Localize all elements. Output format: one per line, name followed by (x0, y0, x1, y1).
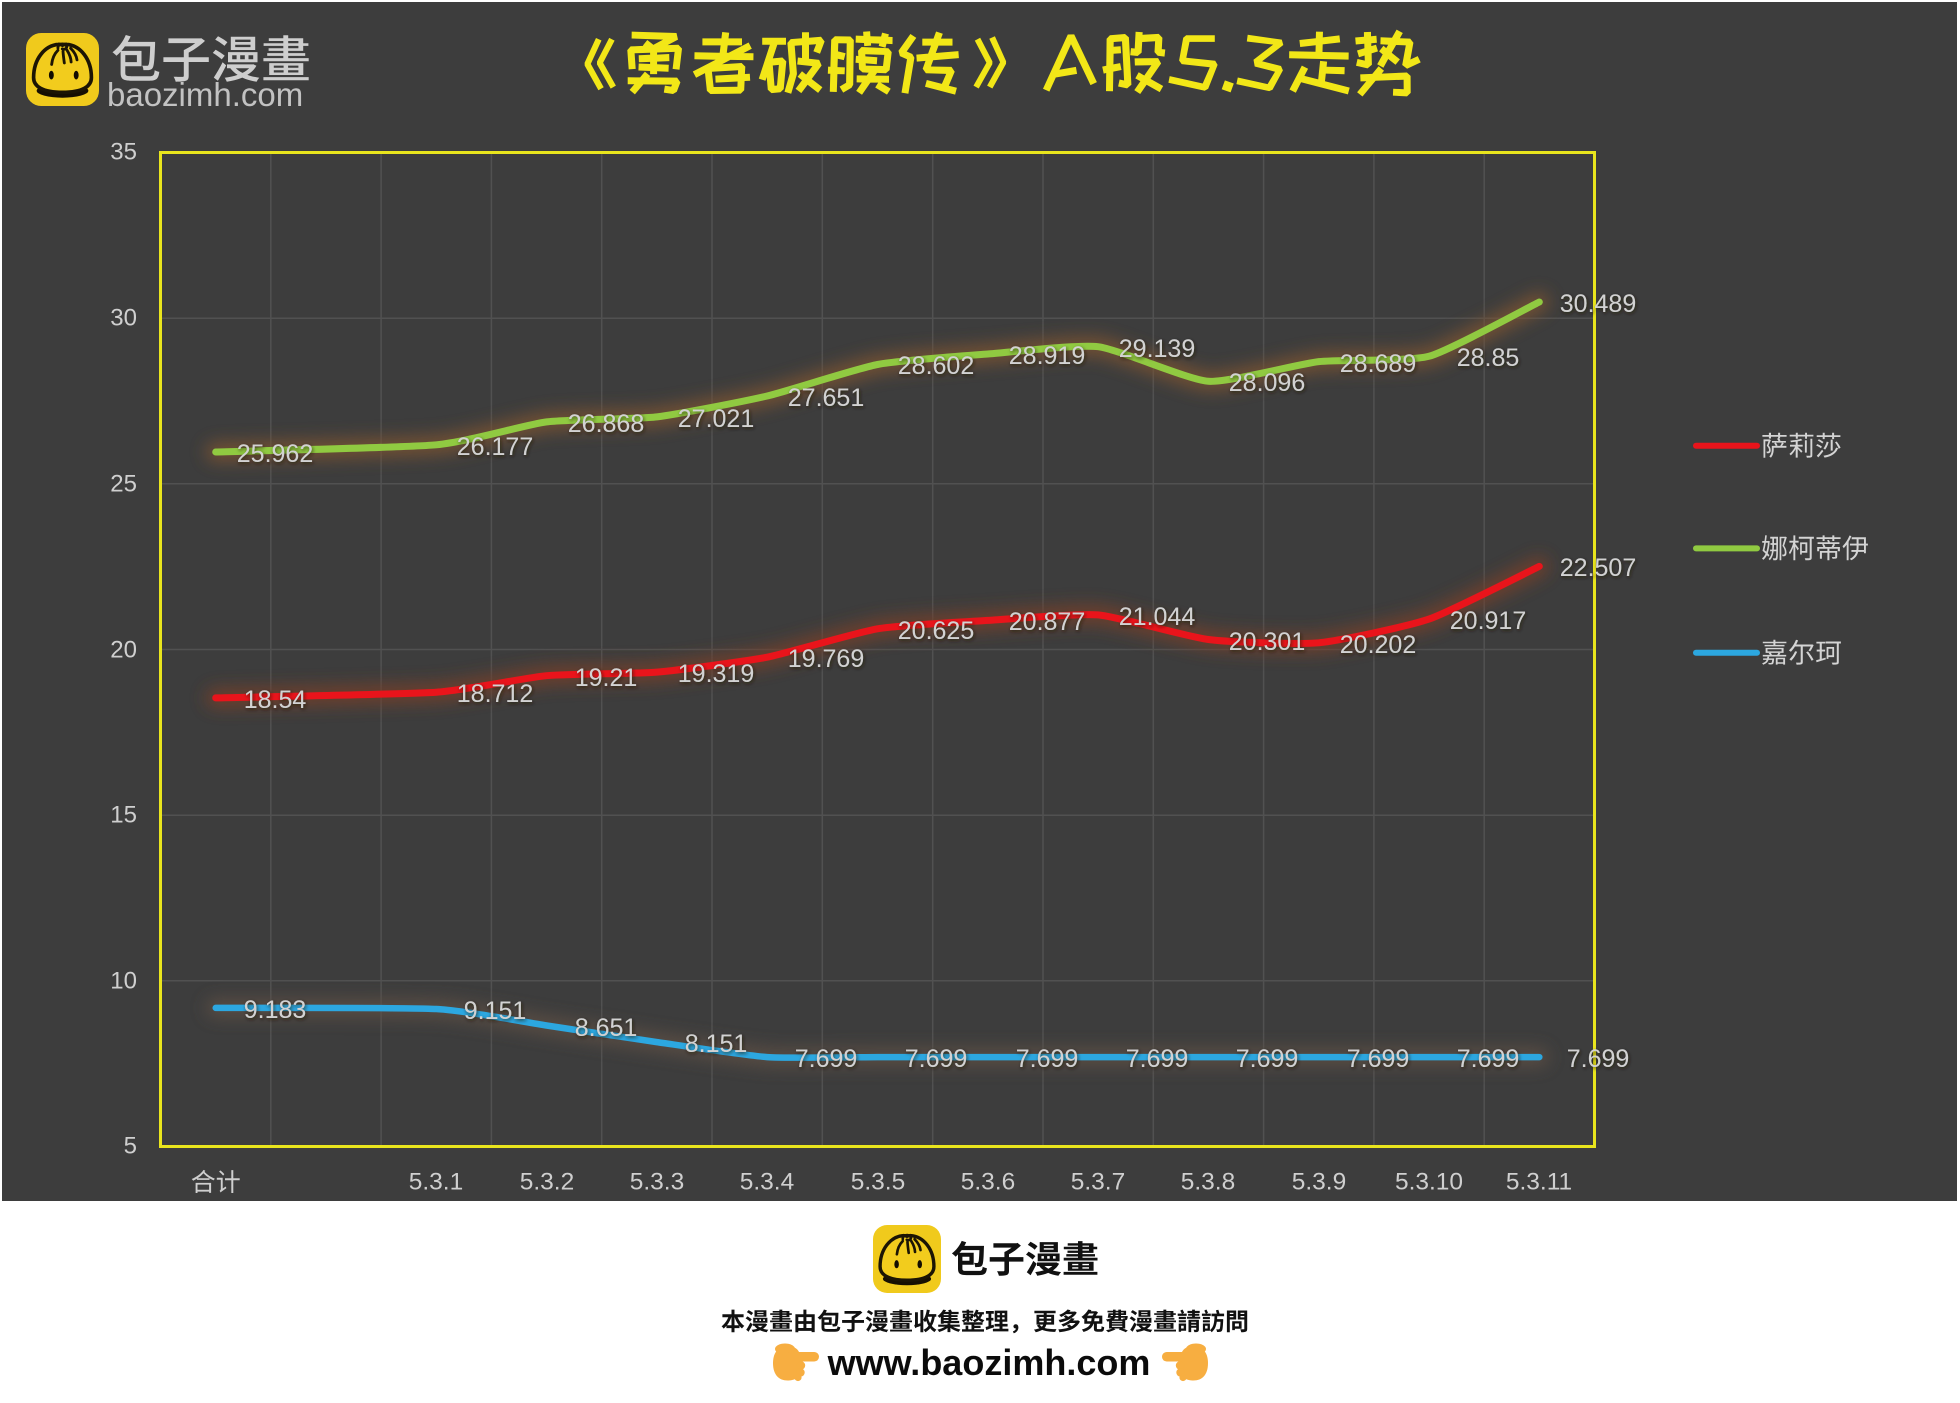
svg-text:30.489: 30.489 (1560, 290, 1636, 318)
svg-text:5.3.5: 5.3.5 (851, 1169, 906, 1196)
svg-text:20.917: 20.917 (1450, 607, 1526, 635)
svg-text:20: 20 (110, 637, 137, 664)
svg-text:25.962: 25.962 (237, 440, 313, 468)
svg-text:7.699: 7.699 (1126, 1045, 1189, 1073)
svg-text:9.183: 9.183 (244, 996, 307, 1024)
svg-text:5.3.3: 5.3.3 (630, 1169, 685, 1196)
svg-text:5.3.7: 5.3.7 (1071, 1169, 1126, 1196)
svg-text:5.3.9: 5.3.9 (1292, 1169, 1347, 1196)
svg-text:19.21: 19.21 (575, 664, 638, 692)
svg-text:5.3.8: 5.3.8 (1181, 1169, 1236, 1196)
svg-text:18.54: 18.54 (244, 686, 307, 714)
svg-text:28.85: 28.85 (1457, 344, 1520, 372)
svg-text:26.177: 26.177 (457, 433, 533, 461)
svg-text:5.3.11: 5.3.11 (1506, 1169, 1572, 1196)
svg-text:19.319: 19.319 (678, 660, 754, 688)
svg-text:20.625: 20.625 (898, 617, 974, 645)
svg-text:35: 35 (110, 139, 137, 166)
svg-text:5.3.4: 5.3.4 (740, 1169, 795, 1196)
svg-text:20.202: 20.202 (1340, 631, 1416, 659)
svg-text:7.699: 7.699 (795, 1045, 858, 1073)
svg-text:28.919: 28.919 (1009, 342, 1085, 370)
svg-text:5.3.1: 5.3.1 (409, 1169, 464, 1196)
svg-text:10: 10 (110, 968, 137, 995)
svg-text:7.699: 7.699 (1347, 1045, 1410, 1073)
svg-text:26.868: 26.868 (568, 410, 644, 438)
svg-text:7.699: 7.699 (905, 1045, 968, 1073)
svg-text:29.139: 29.139 (1119, 335, 1195, 363)
svg-text:27.021: 27.021 (678, 405, 754, 433)
svg-text:5: 5 (124, 1133, 137, 1160)
svg-text:5.3.6: 5.3.6 (961, 1169, 1016, 1196)
svg-text:7.699: 7.699 (1236, 1045, 1299, 1073)
svg-text:7.699: 7.699 (1567, 1045, 1630, 1073)
svg-text:30: 30 (110, 305, 137, 332)
svg-text:www.baozimh.com: www.baozimh.com (827, 1342, 1151, 1383)
svg-text:5.3.2: 5.3.2 (520, 1169, 575, 1196)
svg-text:28.096: 28.096 (1229, 369, 1305, 397)
svg-text:28.689: 28.689 (1340, 350, 1416, 378)
svg-text:27.651: 27.651 (788, 384, 864, 412)
svg-text:20.301: 20.301 (1229, 628, 1305, 656)
svg-text:baozimh.com: baozimh.com (107, 76, 303, 113)
svg-text:18.712: 18.712 (457, 680, 533, 708)
svg-text:7.699: 7.699 (1016, 1045, 1079, 1073)
svg-text:20.877: 20.877 (1009, 608, 1085, 636)
svg-text:28.602: 28.602 (898, 352, 974, 380)
svg-text:15: 15 (110, 802, 137, 829)
svg-text:25: 25 (110, 471, 137, 498)
svg-text:8.651: 8.651 (575, 1014, 638, 1042)
svg-text:9.151: 9.151 (464, 997, 527, 1025)
svg-text:21.044: 21.044 (1119, 603, 1196, 631)
svg-text:7.699: 7.699 (1457, 1045, 1520, 1073)
svg-text:22.507: 22.507 (1560, 554, 1636, 582)
svg-text:19.769: 19.769 (788, 645, 864, 673)
svg-text:5.3.10: 5.3.10 (1395, 1169, 1463, 1196)
svg-text:8.151: 8.151 (685, 1030, 748, 1058)
